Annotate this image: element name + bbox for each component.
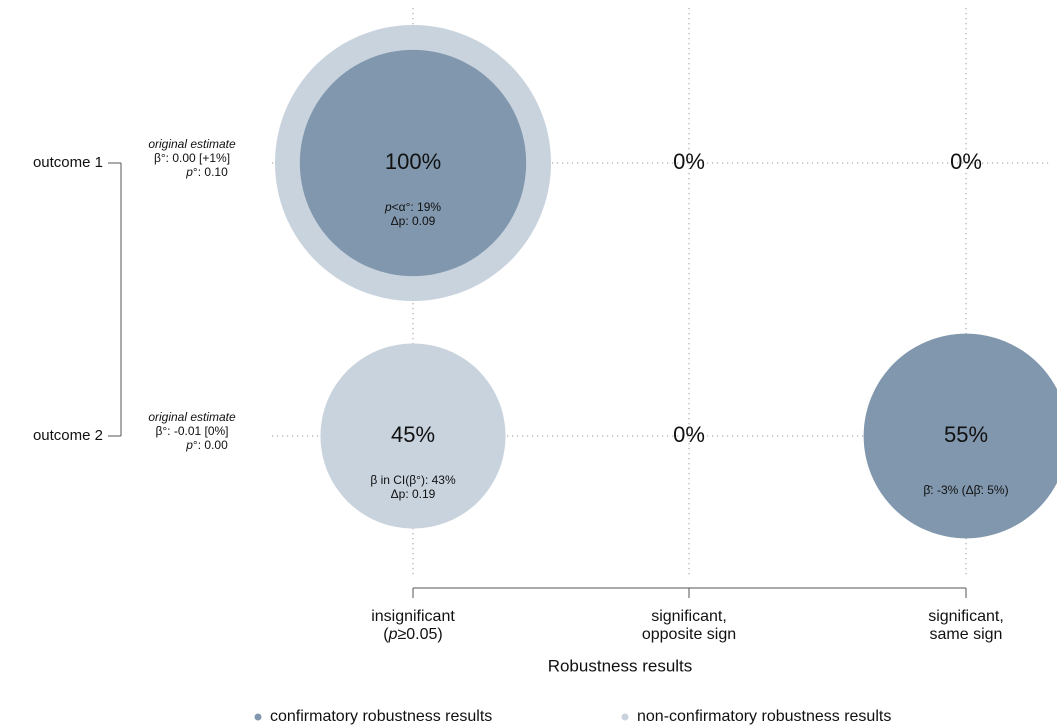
- bubble-non-confirmatory: [320, 343, 506, 529]
- x-tick-label: (p≥0.05): [383, 626, 442, 643]
- bubble-percent-label: 0%: [673, 149, 705, 174]
- bubble-percent-label: 0%: [673, 422, 705, 447]
- bubble-confirmatory: [863, 333, 1057, 539]
- legend-label: confirmatory robustness results: [270, 708, 492, 725]
- legend-marker: [621, 713, 629, 721]
- row-label: outcome 2: [33, 427, 103, 444]
- bubble-percent-label: 55%: [944, 422, 988, 447]
- x-tick-label: same sign: [930, 626, 1003, 643]
- bubble-note: β̄: -3% (Δβ̄: 5%): [923, 483, 1008, 497]
- bubble-note: β in CI(β°): 43%: [370, 473, 456, 487]
- bubble-note: p<α°: 19%: [384, 200, 441, 214]
- bubble-confirmatory: [299, 49, 527, 277]
- original-estimate-p: p°: 0.10: [185, 165, 228, 179]
- legend-marker: [254, 713, 262, 721]
- row-label: outcome 1: [33, 154, 103, 171]
- bubble-percent-label: 45%: [391, 422, 435, 447]
- bubble-percent-label: 100%: [385, 149, 441, 174]
- x-tick-label: insignificant: [371, 608, 455, 625]
- original-estimate-beta: β°: -0.01 [0%]: [155, 424, 228, 438]
- bubble-note: Δp: 0.19: [391, 487, 436, 501]
- bubble-percent-label: 0%: [950, 149, 982, 174]
- x-tick-label: significant,: [651, 608, 727, 625]
- x-tick-label: significant,: [928, 608, 1004, 625]
- original-estimate-p: p°: 0.00: [185, 438, 228, 452]
- original-estimate-title: original estimate: [148, 410, 236, 424]
- original-estimate-beta: β°: 0.00 [+1%]: [154, 151, 230, 165]
- bubble-note: Δp: 0.09: [391, 214, 436, 228]
- original-estimate-title: original estimate: [148, 137, 236, 151]
- legend-label: non-confirmatory robustness results: [637, 708, 891, 725]
- x-axis-title: Robustness results: [548, 656, 693, 675]
- x-tick-label: opposite sign: [642, 626, 736, 643]
